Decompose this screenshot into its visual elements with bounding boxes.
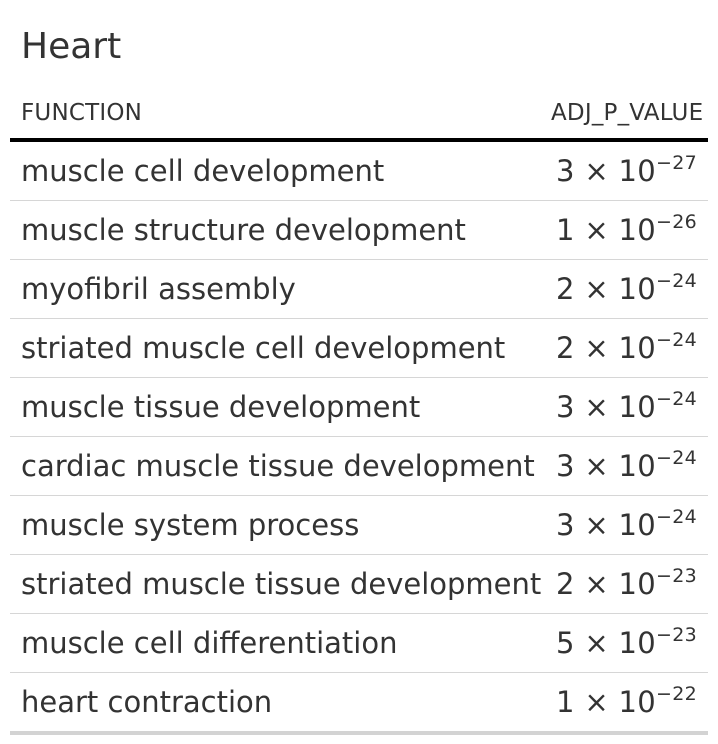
p-value-mantissa: 2 xyxy=(556,272,575,306)
p-value-base: 10 xyxy=(618,508,656,542)
adj-p-value-cell: 1 × 10−26 xyxy=(540,200,708,260)
function-cell: muscle system process xyxy=(10,495,540,555)
p-value-exponent: −24 xyxy=(656,447,697,469)
function-cell: striated muscle tissue development xyxy=(10,554,541,614)
table-row: cardiac muscle tissue development 3 × 10−… xyxy=(10,436,708,496)
p-value-base: 10 xyxy=(618,626,656,660)
table-row: muscle cell differentiation 5 × 10−23 xyxy=(10,613,708,673)
table-row: heart contraction 1 × 10−22 xyxy=(10,672,708,735)
times-sign: × xyxy=(584,508,609,542)
p-value-base: 10 xyxy=(618,390,656,424)
p-value-base: 10 xyxy=(618,567,656,601)
times-sign: × xyxy=(584,390,609,424)
adj-p-value-cell: 5 × 10−23 xyxy=(540,613,708,673)
adj-p-value-cell: 2 × 10−24 xyxy=(540,259,708,319)
table-body: muscle cell development 3 × 10−27 muscle s… xyxy=(10,140,708,735)
p-value-base: 10 xyxy=(618,685,656,719)
times-sign: × xyxy=(584,272,609,306)
function-cell: muscle tissue development xyxy=(10,377,540,437)
times-sign: × xyxy=(584,331,609,365)
p-value-base: 10 xyxy=(618,331,656,365)
p-value-mantissa: 2 xyxy=(556,331,575,365)
function-cell: muscle cell development xyxy=(10,140,540,201)
adj-p-value-cell: 3 × 10−24 xyxy=(540,377,708,437)
table-row: striated muscle cell development 2 × 10−2… xyxy=(10,318,708,378)
p-value-base: 10 xyxy=(618,449,656,483)
adj-p-value-cell: 2 × 10−23 xyxy=(540,554,708,614)
column-header-adj-p-value[interactable]: ADJ_P_VALUE xyxy=(540,88,708,142)
times-sign: × xyxy=(584,685,609,719)
results-table: FUNCTION ADJ_P_VALUE muscle cell develop… xyxy=(10,88,708,735)
function-cell: muscle structure development xyxy=(10,200,540,260)
times-sign: × xyxy=(584,567,609,601)
adj-p-value-cell: 3 × 10−27 xyxy=(540,140,708,201)
p-value-exponent: −24 xyxy=(656,388,697,410)
table-header: FUNCTION ADJ_P_VALUE xyxy=(10,88,708,142)
table-row: muscle system process 3 × 10−24 xyxy=(10,495,708,555)
adj-p-value-cell: 3 × 10−24 xyxy=(540,436,708,496)
function-cell: myofibril assembly xyxy=(10,259,540,319)
p-value-mantissa: 3 xyxy=(556,449,575,483)
adj-p-value-cell: 1 × 10−22 xyxy=(540,672,708,735)
times-sign: × xyxy=(584,626,609,660)
times-sign: × xyxy=(584,213,609,247)
p-value-exponent: −24 xyxy=(656,270,697,292)
p-value-exponent: −23 xyxy=(656,565,697,587)
function-cell: muscle cell differentiation xyxy=(10,613,540,673)
table-row: muscle cell development 3 × 10−27 xyxy=(10,140,708,201)
p-value-exponent: −27 xyxy=(656,152,697,174)
column-header-function[interactable]: FUNCTION xyxy=(10,88,540,142)
times-sign: × xyxy=(584,449,609,483)
p-value-mantissa: 3 xyxy=(556,508,575,542)
table-row: muscle structure development 1 × 10−26 xyxy=(10,200,708,260)
p-value-base: 10 xyxy=(618,154,656,188)
table-row: myofibril assembly 2 × 10−24 xyxy=(10,259,708,319)
table-row: striated muscle tissue development 2 × 10… xyxy=(10,554,708,614)
p-value-exponent: −26 xyxy=(656,211,697,233)
p-value-mantissa: 3 xyxy=(556,390,575,424)
adj-p-value-cell: 2 × 10−24 xyxy=(540,318,708,378)
times-sign: × xyxy=(584,154,609,188)
function-cell: striated muscle cell development xyxy=(10,318,540,378)
p-value-mantissa: 3 xyxy=(556,154,575,188)
p-value-mantissa: 5 xyxy=(556,626,575,660)
p-value-mantissa: 1 xyxy=(556,213,575,247)
function-cell: heart contraction xyxy=(10,672,540,735)
p-value-base: 10 xyxy=(618,213,656,247)
table-row: muscle tissue development 3 × 10−24 xyxy=(10,377,708,437)
function-cell: cardiac muscle tissue development xyxy=(10,436,540,496)
p-value-mantissa: 2 xyxy=(556,567,575,601)
header-row: FUNCTION ADJ_P_VALUE xyxy=(10,88,708,142)
p-value-mantissa: 1 xyxy=(556,685,575,719)
p-value-exponent: −24 xyxy=(656,329,697,351)
p-value-base: 10 xyxy=(618,272,656,306)
p-value-exponent: −24 xyxy=(656,506,697,528)
p-value-exponent: −23 xyxy=(656,624,697,646)
p-value-exponent: −22 xyxy=(656,683,697,705)
adj-p-value-cell: 3 × 10−24 xyxy=(540,495,708,555)
table-title: Heart xyxy=(21,26,122,67)
